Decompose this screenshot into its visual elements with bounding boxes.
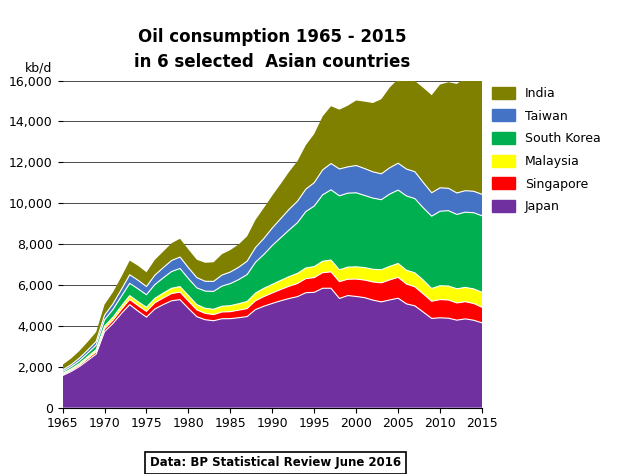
Text: Data: BP Statistical Review June 2016: Data: BP Statistical Review June 2016 — [150, 456, 401, 469]
Legend: India, Taiwan, South Korea, Malaysia, Singapore, Japan: India, Taiwan, South Korea, Malaysia, Si… — [493, 87, 601, 213]
Title: Oil consumption 1965 - 2015
in 6 selected  Asian countries: Oil consumption 1965 - 2015 in 6 selecte… — [134, 27, 411, 71]
Text: kb/d: kb/d — [25, 61, 52, 74]
